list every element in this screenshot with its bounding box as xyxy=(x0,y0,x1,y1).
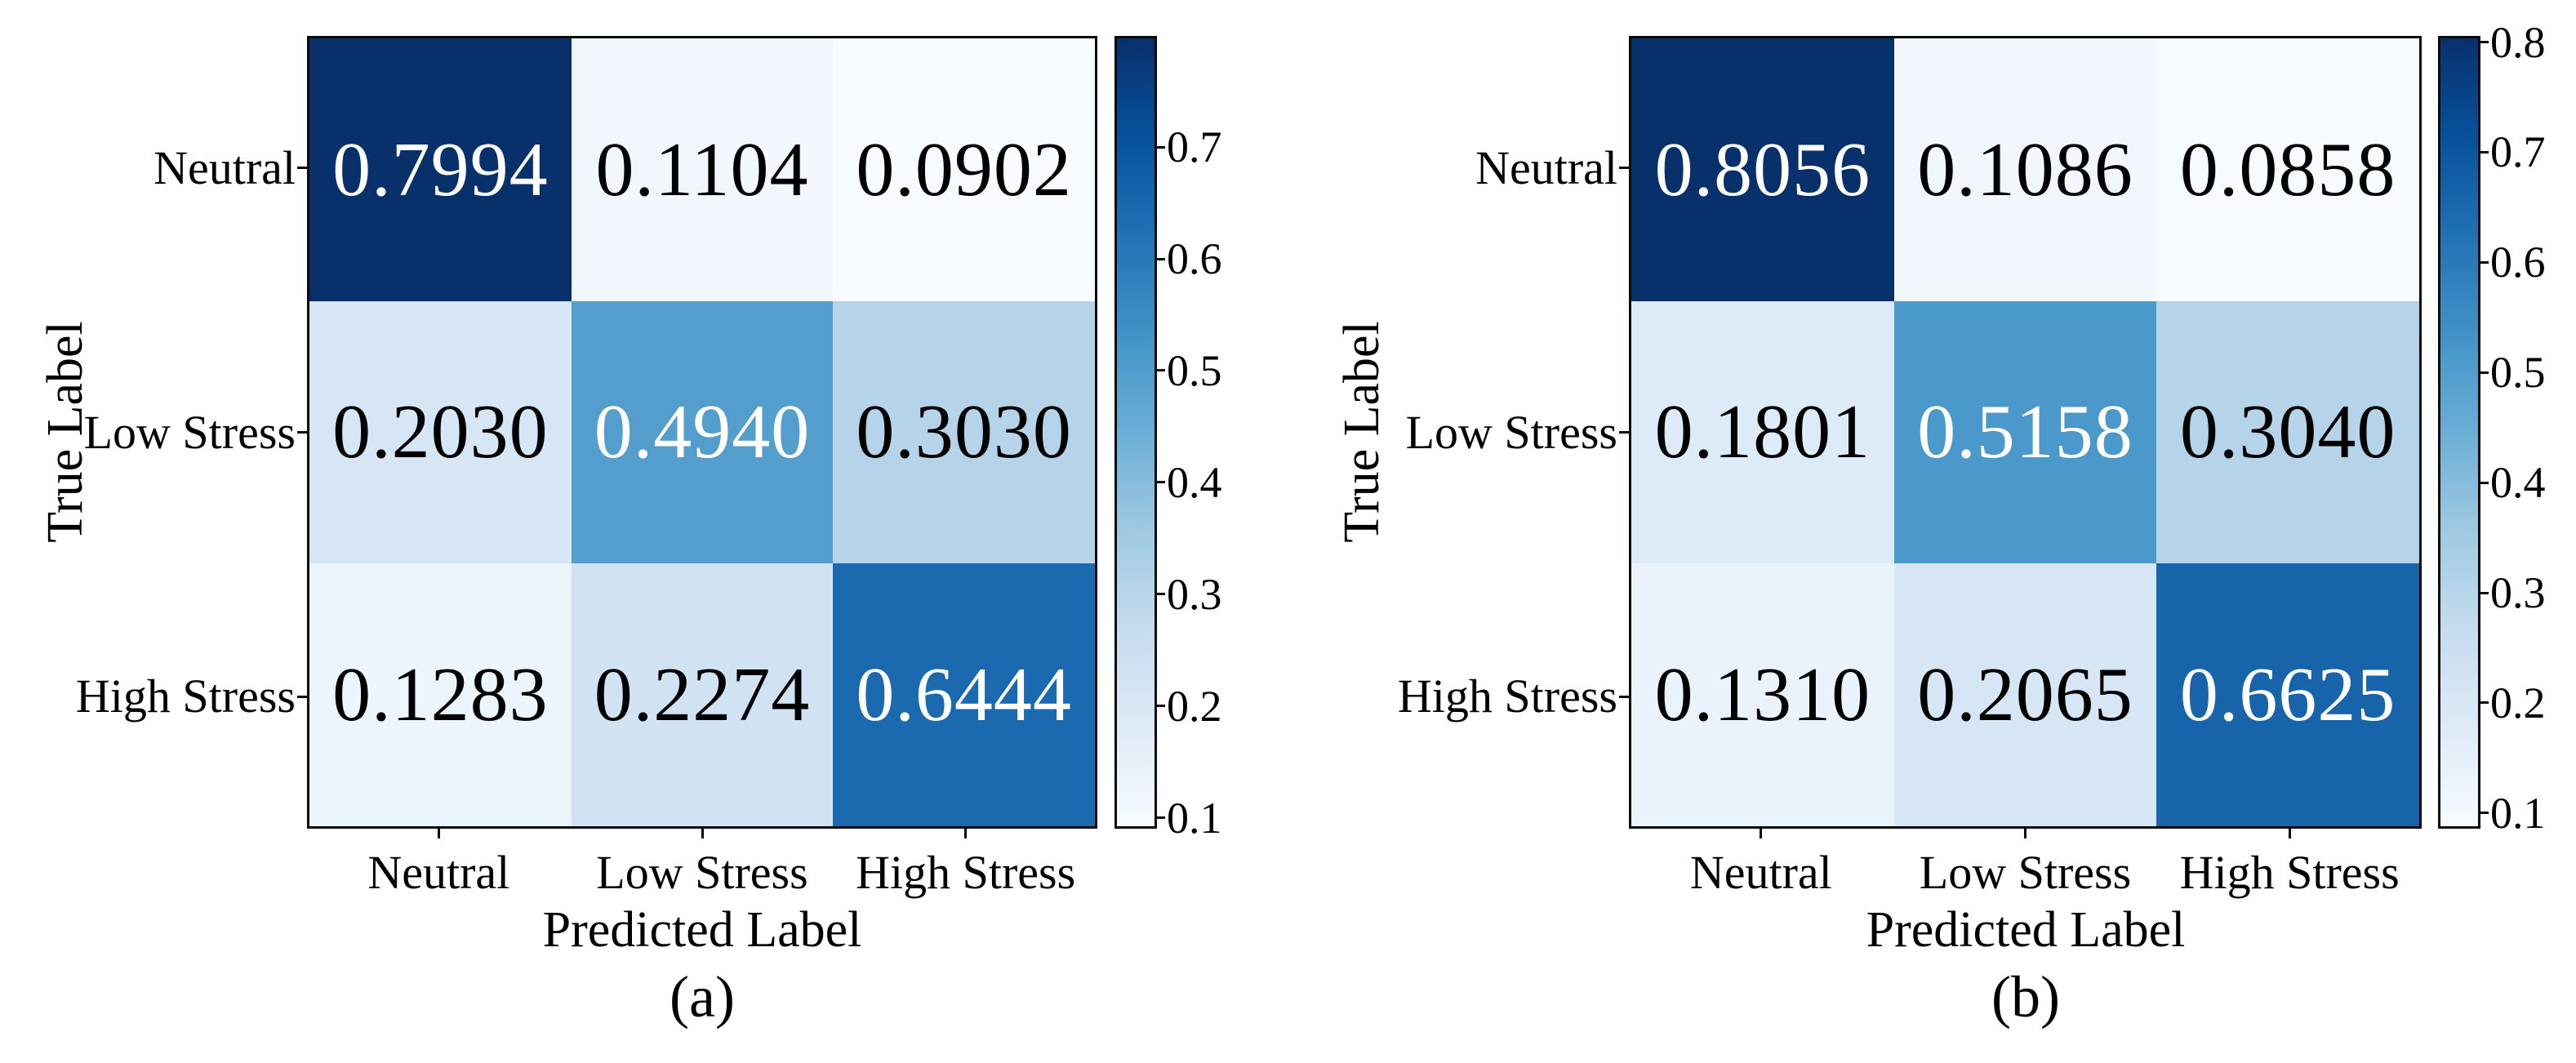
colorbar-tick-label: 0.3 xyxy=(2490,568,2546,618)
heatmap-cell: 0.6625 xyxy=(2156,563,2419,826)
colorbar-tick-mark xyxy=(2480,260,2489,264)
heatmap-cell: 0.3030 xyxy=(833,300,1095,564)
heatmap-cell: 0.1104 xyxy=(571,38,834,301)
colorbar-tick-mark xyxy=(1157,593,1165,596)
heatmap-cell: 0.1283 xyxy=(309,563,572,826)
colorbar-tick-mark xyxy=(1157,257,1165,260)
colorbar-tick-mark xyxy=(2480,481,2489,484)
y-tick-label: Low Stress xyxy=(1405,405,1617,459)
colorbar-tick-mark xyxy=(1157,481,1165,484)
colorbar-tick-mark xyxy=(1157,816,1165,820)
colorbar-tick-mark xyxy=(2480,150,2489,153)
colorbar-tick-mark xyxy=(1157,705,1165,708)
x-axis-title: Predicted Label xyxy=(1866,902,2186,958)
heatmap-cell: 0.5158 xyxy=(1893,300,2157,564)
colorbar-tick-label: 0.2 xyxy=(2490,678,2546,727)
colorbar-tick-mark xyxy=(2480,701,2489,705)
y-tick-mark xyxy=(1619,431,1629,434)
heatmap-cell: 0.2030 xyxy=(309,300,572,564)
x-tick-mark xyxy=(437,829,440,838)
colorbar-tick-label: 0.2 xyxy=(1167,681,1222,731)
colorbar-tick-label: 0.6 xyxy=(1167,234,1222,283)
colorbar-tick-label: 0.6 xyxy=(2490,238,2546,287)
heatmap-cell: 0.7994 xyxy=(309,38,572,301)
heatmap-cell: 0.0902 xyxy=(833,38,1095,301)
colorbar-tick-label: 0.7 xyxy=(2490,127,2546,177)
y-tick-label: High Stress xyxy=(1397,669,1617,723)
x-tick-label: High Stress xyxy=(856,846,1076,899)
colorbar-tick-label: 0.7 xyxy=(1167,122,1222,172)
colorbar-tick-mark xyxy=(2480,41,2489,44)
panel-caption: (b) xyxy=(1991,964,2060,1030)
x-tick-mark xyxy=(1760,829,1763,838)
colorbar-tick-label: 0.8 xyxy=(2490,17,2546,67)
y-tick-mark xyxy=(297,431,307,434)
colorbar-tick-mark xyxy=(2480,371,2489,374)
heatmap-cell: 0.1310 xyxy=(1631,563,1894,826)
x-axis-title: Predicted Label xyxy=(542,902,862,958)
x-tick-mark xyxy=(964,829,968,838)
y-tick-label: Low Stress xyxy=(83,405,296,459)
y-tick-mark xyxy=(297,167,307,170)
heatmap-cell: 0.3040 xyxy=(2156,300,2419,564)
y-tick-label: High Stress xyxy=(75,669,296,723)
heatmap-cell: 0.6444 xyxy=(833,563,1095,826)
y-tick-label: Neutral xyxy=(1475,140,1617,194)
colorbar-tick-label: 0.5 xyxy=(2490,348,2546,398)
x-tick-label: Low Stress xyxy=(1919,846,2132,899)
colorbar-tick-label: 0.4 xyxy=(1167,457,1222,507)
colorbar-tick-mark xyxy=(2480,812,2489,815)
colorbar-tick-label: 0.1 xyxy=(1167,793,1222,843)
heatmap-cell: 0.2274 xyxy=(571,563,834,826)
x-tick-label: Neutral xyxy=(1689,846,1832,899)
x-tick-label: Low Stress xyxy=(596,846,808,899)
heatmap-grid: 0.8056 0.1086 0.0858 0.1801 0.5158 0.3040 0.13… xyxy=(1629,36,2422,829)
y-tick-mark xyxy=(1619,167,1629,170)
colorbar-tick-label: 0.5 xyxy=(1167,345,1222,395)
colorbar-tick-mark xyxy=(1157,145,1165,149)
y-tick-mark xyxy=(1619,695,1629,698)
heatmap-cell: 0.1086 xyxy=(1893,38,2157,301)
x-tick-mark xyxy=(2288,829,2291,838)
x-tick-label: High Stress xyxy=(2179,846,2400,899)
y-tick-mark xyxy=(297,695,307,698)
x-tick-mark xyxy=(2024,829,2027,838)
x-tick-mark xyxy=(701,829,704,838)
y-tick-label: Neutral xyxy=(153,140,296,194)
heatmap-grid: 0.7994 0.1104 0.0902 0.2030 0.4940 0.3030 0.12… xyxy=(307,36,1097,829)
colorbar-tick-label: 0.4 xyxy=(2490,458,2546,508)
x-tick-label: Neutral xyxy=(367,846,510,899)
colorbar xyxy=(1114,36,1157,829)
colorbar-tick-label: 0.3 xyxy=(1167,569,1222,619)
colorbar-tick-mark xyxy=(1157,369,1165,372)
heatmap-cell: 0.4940 xyxy=(571,300,834,564)
colorbar-tick-mark xyxy=(2480,591,2489,594)
heatmap-cell: 0.8056 xyxy=(1631,38,1894,301)
heatmap-cell: 0.1801 xyxy=(1631,300,1894,564)
heatmap-cell: 0.0858 xyxy=(2156,38,2419,301)
colorbar-tick-label: 0.1 xyxy=(2490,788,2546,838)
heatmap-cell: 0.2065 xyxy=(1893,563,2157,826)
colorbar xyxy=(2438,36,2480,829)
panel-caption: (a) xyxy=(670,964,735,1030)
y-axis-title: True Label xyxy=(1334,321,1390,543)
